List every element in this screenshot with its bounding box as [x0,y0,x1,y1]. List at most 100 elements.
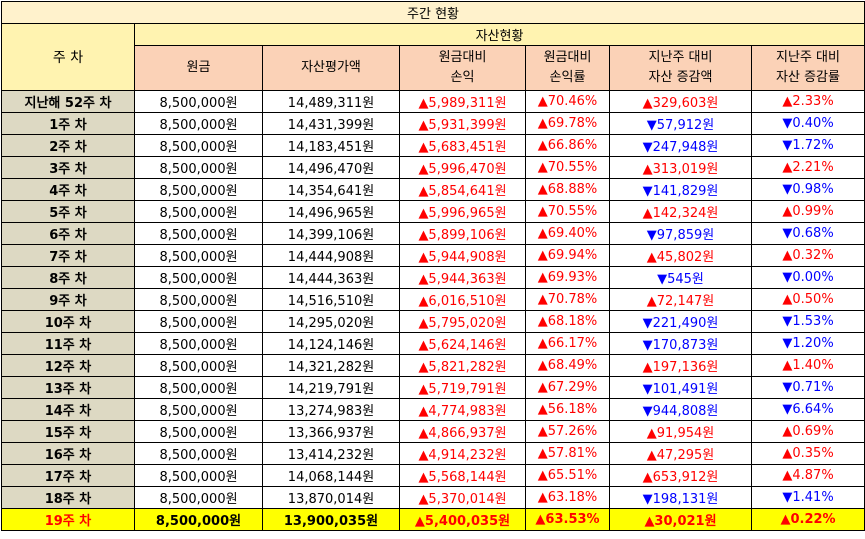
valuation-cell: 14,444,363원 [262,266,400,289]
pl-cell: ▲5,568,144원 [399,464,526,487]
asset-status-group-header: 자산현황 [133,23,865,46]
valuation-cell: 13,870,014원 [262,486,400,509]
table-row: 9주 차 8,500,000원 14,516,510원 ▲6,016,510원 ▲70.… [1,288,865,311]
pl-cell: ▲5,931,399원 [399,112,526,135]
valuation-cell: 14,295,020원 [262,310,400,333]
valuation-cell: 14,431,399원 [262,112,400,135]
week-cell: 4주 차 [1,178,135,201]
pl-cell: ▲4,774,983원 [399,398,526,421]
valuation-cell: 13,274,983원 [262,398,400,421]
pl-rate-cell: ▲69.93% [525,266,610,289]
principal-cell: 8,500,000원 [134,376,263,399]
principal-cell: 8,500,000원 [134,398,263,421]
week-cell: 18주 차 [1,486,135,509]
wow-amount-cell: ▲329,603원 [609,90,752,113]
table-row: 8주 차 8,500,000원 14,444,363원 ▲5,944,363원 ▲69.… [1,266,865,289]
wow-rate-cell: ▼0.68% [750,222,865,245]
valuation-cell: 14,399,106원 [262,222,400,245]
table-title: 주간 현황 [0,1,865,24]
week-cell: 7주 차 [1,244,135,267]
pl-cell: ▲5,719,791원 [399,376,526,399]
wow-amount-cell: ▲313,019원 [609,156,752,179]
table-row: 2주 차 8,500,000원 14,183,451원 ▲5,683,451원 ▲66.… [1,134,865,157]
wow-rate-cell: ▼1.72% [750,134,865,157]
wow-rate-cell: ▲0.22% [750,508,865,531]
wow-rate-cell: ▼6.64% [750,398,865,421]
week-cell: 2주 차 [1,134,135,157]
pl-rate-cell: ▲57.26% [525,420,610,443]
week-cell: 8주 차 [1,266,135,289]
column-header-line2: 손익 [450,70,475,85]
pl-rate-cell: ▲66.17% [525,332,610,355]
valuation-cell: 14,219,791원 [262,376,400,399]
pl-rate-cell: ▲70.55% [525,200,610,223]
wow-amount-cell: ▼247,948원 [609,134,752,157]
principal-cell: 8,500,000원 [134,508,263,531]
pl-cell: ▲6,016,510원 [399,288,526,311]
column-header-line1: 원금대비 [543,50,592,65]
valuation-cell: 14,354,641원 [262,178,400,201]
table-row: 18주 차 8,500,000원 13,870,014원 ▲5,370,014원 ▲63… [1,486,865,509]
column-header-line2: 손익률 [549,70,586,85]
valuation-cell: 14,489,311원 [262,90,400,113]
pl-cell: ▲4,866,937원 [399,420,526,443]
wow-rate-cell: ▲1.40% [750,354,865,377]
week-cell: 16주 차 [1,442,135,465]
pl-cell: ▲5,944,908원 [399,244,526,267]
wow-rate-cell: ▼0.71% [750,376,865,399]
wow-amount-cell: ▲45,802원 [609,244,752,267]
column-header-row: 원금 자산평가액 원금대비 손익 원금대비 손익률 지난주 대비 자산 증감액 지난주 대비 자산… [2,45,865,91]
table-row: 6주 차 8,500,000원 14,399,106원 ▲5,899,106원 ▲69.… [1,222,865,245]
week-cell: 1주 차 [1,112,135,135]
principal-cell: 8,500,000원 [134,244,263,267]
wow-rate-cell: ▲2.33% [750,90,865,113]
wow-rate-cell: ▲0.32% [750,244,865,267]
valuation-cell: 14,068,144원 [262,464,400,487]
pl-rate-cell: ▲56.18% [525,398,610,421]
principal-cell: 8,500,000원 [134,200,263,223]
principal-cell: 8,500,000원 [134,354,263,377]
valuation-cell: 14,124,146원 [262,332,400,355]
table-row: 17주 차 8,500,000원 14,068,144원 ▲5,568,144원 ▲65… [1,464,865,487]
principal-cell: 8,500,000원 [134,266,263,289]
table-row: 11주 차 8,500,000원 14,124,146원 ▲5,624,146원 ▲66… [1,332,865,355]
column-header-line2: 자산 증감률 [776,70,840,85]
column-header-line2: 자산 증감액 [648,70,713,85]
pl-rate-cell: ▲69.40% [525,222,610,245]
valuation-cell: 14,516,510원 [262,288,400,311]
table-row: 4주 차 8,500,000원 14,354,641원 ▲5,854,641원 ▲68.… [1,178,865,201]
pl-rate-cell: ▲68.18% [525,310,610,333]
table-row: 16주 차 8,500,000원 13,414,232원 ▲4,914,232원 ▲57… [1,442,865,465]
principal-cell: 8,500,000원 [134,420,263,443]
wow-amount-cell: ▼221,490원 [609,310,752,333]
column-header-line1: 원금대비 [438,50,487,65]
principal-cell: 8,500,000원 [134,332,263,355]
valuation-cell: 14,321,282원 [262,354,400,377]
wow-rate-cell: ▼0.98% [750,178,865,201]
pl-cell: ▲5,989,311원 [399,90,526,113]
week-cell: 9주 차 [1,288,135,311]
pl-cell: ▲5,683,451원 [399,134,526,157]
valuation-cell: 13,414,232원 [262,442,400,465]
pl-rate-cell: ▲69.94% [525,244,610,267]
pl-cell: ▲5,996,965원 [399,200,526,223]
wow-rate-cell: ▲0.35% [750,442,865,465]
pl-cell: ▲5,854,641원 [399,178,526,201]
principal-cell: 8,500,000원 [134,310,263,333]
principal-cell: 8,500,000원 [134,90,263,113]
table-row: 3주 차 8,500,000원 14,496,470원 ▲5,996,470원 ▲70.… [1,156,865,179]
wow-rate-cell: ▼1.20% [750,332,865,355]
principal-cell: 8,500,000원 [134,222,263,245]
week-cell: 19주 차 [1,508,135,531]
pl-cell: ▲5,944,363원 [399,266,526,289]
pl-rate-cell: ▲68.88% [525,178,610,201]
wow-amount-cell: ▼198,131원 [609,486,752,509]
principal-cell: 8,500,000원 [134,134,263,157]
principal-cell: 8,500,000원 [134,156,263,179]
week-cell: 지난해 52주 차 [1,90,135,113]
week-cell: 14주 차 [1,398,135,421]
pl-cell: ▲5,624,146원 [399,332,526,355]
